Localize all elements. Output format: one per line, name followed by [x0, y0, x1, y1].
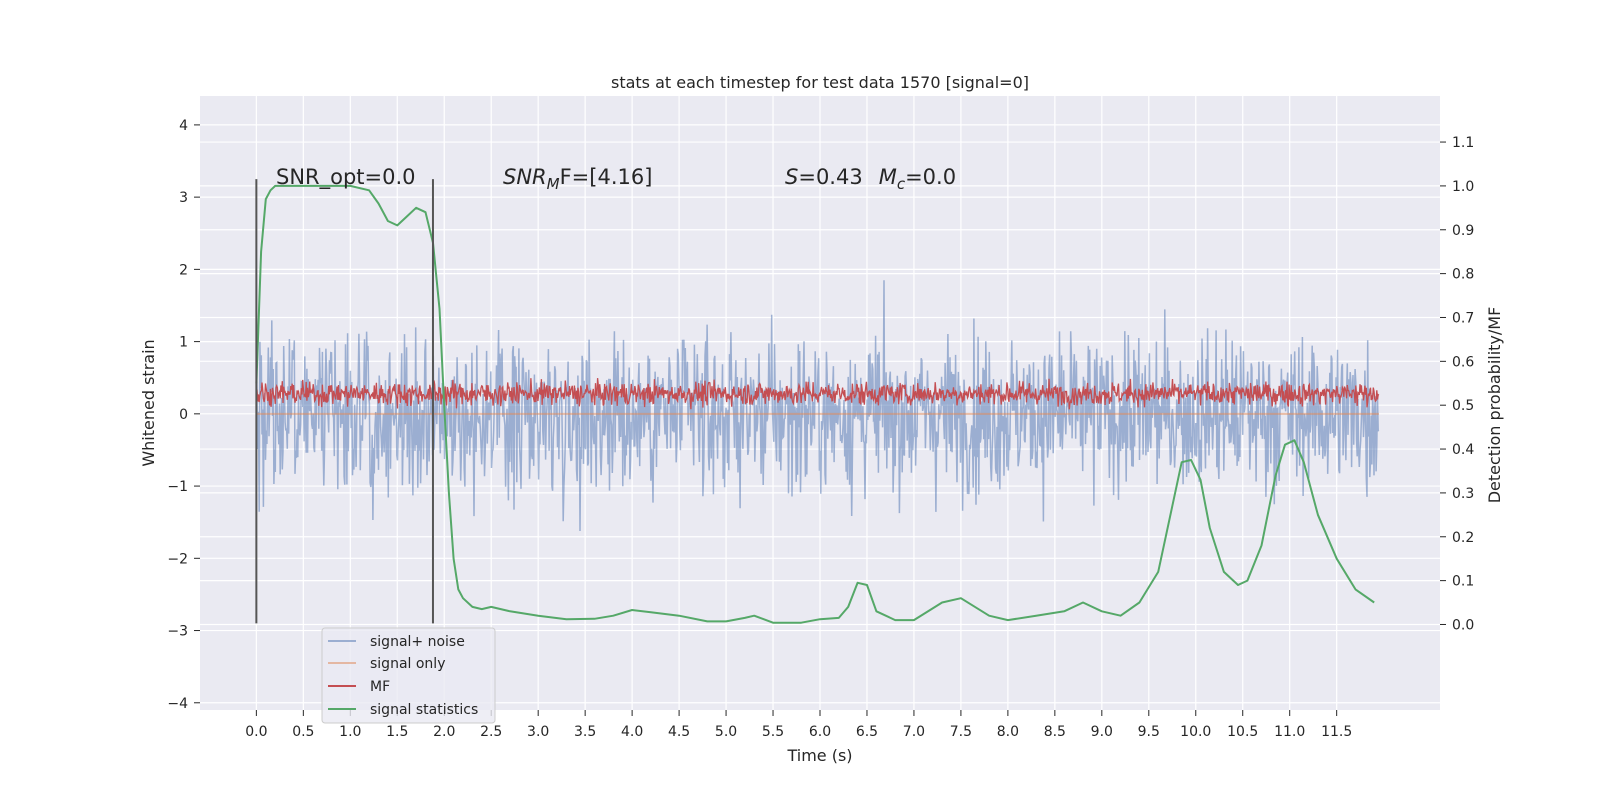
mc-label: M — [879, 165, 897, 189]
x-tick-label: 0.5 — [292, 724, 314, 740]
left-axis: −4 −3 −2 −1 0 1 2 3 4 — [167, 118, 200, 712]
x-tick-label: 5.5 — [762, 724, 784, 740]
y-right-tick-label: 0.5 — [1452, 398, 1474, 414]
x-tick-label: 2.5 — [480, 724, 502, 740]
x-tick-label: 4.0 — [621, 724, 643, 740]
y-right-tick-label: 0.3 — [1452, 486, 1474, 502]
x-tick-label: 3.5 — [574, 724, 596, 740]
y-tick-label: 2 — [179, 262, 188, 278]
y-tick-label: 3 — [179, 190, 188, 206]
x-tick-label: 11.5 — [1321, 724, 1352, 740]
x-tick-label: 10.0 — [1180, 724, 1211, 740]
legend: signal+ noise signal only MF signal stat… — [321, 627, 496, 724]
x-axis-label: Time (s) — [786, 746, 852, 765]
x-tick-label: 11.0 — [1274, 724, 1305, 740]
annotation-s-mc: S=0.43 Mc=0.0 — [785, 165, 956, 193]
snr-mf-prefix: SNR — [503, 165, 547, 189]
y-right-tick-label: 0.8 — [1452, 267, 1474, 283]
y-right-tick-label: 0.1 — [1452, 574, 1474, 590]
y-right-tick-label: 0.4 — [1452, 442, 1474, 458]
x-tick-label: 8.5 — [1044, 724, 1066, 740]
x-tick-label: 3.0 — [527, 724, 549, 740]
snr-mf-sub: M — [547, 175, 560, 193]
x-tick-label: 7.0 — [903, 724, 925, 740]
y-tick-label: −4 — [167, 696, 188, 712]
y-tick-label: 0 — [179, 407, 188, 423]
y-right-tick-label: 0.7 — [1452, 310, 1474, 326]
annotation-snr-opt: SNR_opt=0.0 — [276, 165, 416, 190]
plot-area — [255, 184, 1380, 624]
legend-label-signal-noise: signal+ noise — [370, 634, 465, 650]
x-tick-label: 6.5 — [856, 724, 878, 740]
y-tick-label: 1 — [179, 335, 188, 351]
legend-label-mf: MF — [370, 679, 390, 695]
mc-value: =0.0 — [905, 165, 956, 189]
y-tick-label: −1 — [167, 479, 188, 495]
mc-sub: c — [897, 175, 906, 193]
series-signal-noise — [255, 280, 1380, 532]
x-tick-label: 1.5 — [386, 724, 408, 740]
x-tick-label: 1.0 — [339, 724, 361, 740]
y-right-tick-label: 0.0 — [1452, 617, 1474, 633]
legend-box — [321, 627, 496, 724]
x-tick-label: 6.0 — [809, 724, 831, 740]
y-tick-label: 4 — [179, 118, 188, 134]
y-right-tick-label: 0.2 — [1452, 530, 1474, 546]
x-tick-label: 5.0 — [715, 724, 737, 740]
y-tick-label: −3 — [167, 624, 188, 640]
annotation-snr-mf: SNRMF=[4.16] — [503, 165, 652, 193]
s-value: =0.43 — [798, 165, 862, 189]
x-tick-label: 8.0 — [997, 724, 1019, 740]
x-tick-label: 9.0 — [1091, 724, 1113, 740]
x-tick-label: 0.0 — [245, 724, 267, 740]
y-tick-label: −2 — [167, 551, 188, 567]
legend-label-signal-statistics: signal statistics — [370, 702, 478, 718]
s-label: S — [785, 165, 798, 189]
y-right-tick-label: 1.1 — [1452, 135, 1474, 151]
x-tick-label: 10.5 — [1227, 724, 1258, 740]
x-tick-label: 9.5 — [1138, 724, 1160, 740]
vertical-markers — [255, 179, 434, 624]
x-tick-label: 2.0 — [433, 724, 455, 740]
y-right-tick-label: 0.9 — [1452, 223, 1474, 239]
x-tick-label: 4.5 — [668, 724, 690, 740]
x-axis: 0.0 0.5 1.0 1.5 2.0 2.5 3.0 3.5 4.0 4.5 5.0 5.5 6.0 6… — [245, 710, 1352, 740]
legend-label-signal-only: signal only — [370, 656, 445, 672]
snr-mf-suffix: F=[4.16] — [560, 165, 653, 189]
x-tick-label: 7.5 — [950, 724, 972, 740]
right-axis: 0.0 0.1 0.2 0.3 0.4 0.5 0.6 0.7 0.8 0.9 1.0 1.1 — [1440, 135, 1474, 633]
y-right-tick-label: 1.0 — [1452, 179, 1474, 195]
y-right-tick-label: 0.6 — [1452, 354, 1474, 370]
y-axis-label: Whitened strain — [139, 339, 158, 466]
chart-title: stats at each timestep for test data 157… — [611, 73, 1029, 92]
y-right-axis-label: Detection probability/MF — [1485, 307, 1504, 504]
series-signal-statistics — [255, 184, 1375, 624]
